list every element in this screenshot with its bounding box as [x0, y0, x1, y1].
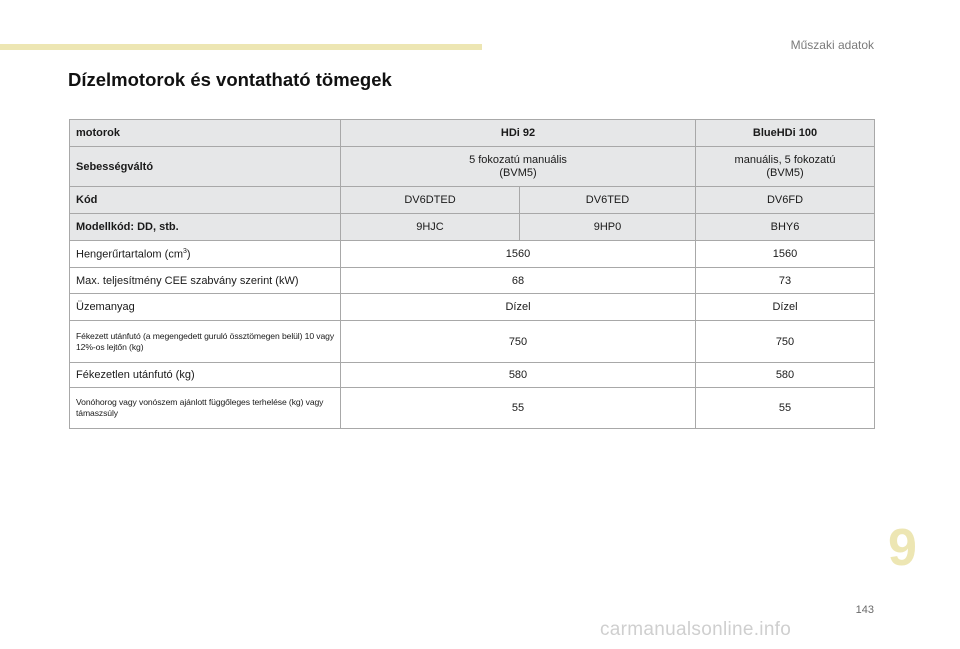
row-label: Üzemanyag: [69, 293, 341, 321]
table-cell: 1560: [340, 240, 696, 268]
row-label: motorok: [69, 119, 341, 147]
page-number: 143: [855, 604, 874, 616]
table-cell: 750: [340, 320, 696, 363]
row-label: Vonóhorog vagy vonószem ajánlott függőle…: [69, 387, 341, 429]
table-cell: 73: [695, 267, 875, 294]
table-cell: BlueHDi 100: [695, 119, 875, 147]
table-cell: 580: [695, 362, 875, 388]
watermark-text: carmanualsonline.info: [600, 619, 792, 640]
spec-table: motorok HDi 92 BlueHDi 100 Sebességváltó…: [69, 119, 875, 429]
row-label: Kód: [69, 186, 341, 214]
table-row: Fékezetlen utánfutó (kg) 580 580: [69, 362, 875, 388]
table-cell: Dízel: [340, 293, 696, 321]
table-cell: 55: [340, 387, 696, 429]
table-row: Modellkód: DD, stb. 9HJC 9HP0 BHY6: [69, 213, 875, 241]
table-cell: DV6DTED: [340, 186, 520, 214]
table-cell: BHY6: [695, 213, 875, 241]
page-title: Dízelmotorok és vontatható tömegek: [68, 69, 392, 90]
table-cell: 580: [340, 362, 696, 388]
table-row: Sebességváltó 5 fokozatú manuális (BVM5)…: [69, 146, 875, 187]
table-row: Vonóhorog vagy vonószem ajánlott függőle…: [69, 387, 875, 429]
table-row: Max. teljesítmény CEE szabvány szerint (…: [69, 267, 875, 294]
row-label: Fékezett utánfutó (a megengedett guruló …: [69, 320, 341, 363]
table-cell: DV6TED: [519, 186, 696, 214]
section-label: Műszaki adatok: [790, 38, 874, 52]
table-cell: 1560: [695, 240, 875, 268]
table-cell: 68: [340, 267, 696, 294]
table-cell: 750: [695, 320, 875, 363]
table-cell: DV6FD: [695, 186, 875, 214]
row-label: Fékezetlen utánfutó (kg): [69, 362, 341, 388]
table-row: Hengerűrtartalom (cm3) 1560 1560: [69, 240, 875, 268]
row-label: Modellkód: DD, stb.: [69, 213, 341, 241]
chapter-number: 9: [888, 519, 917, 577]
table-row: Fékezett utánfutó (a megengedett guruló …: [69, 320, 875, 363]
table-cell: 9HJC: [340, 213, 520, 241]
table-cell: Dízel: [695, 293, 875, 321]
table-cell: HDi 92: [340, 119, 696, 147]
table-cell: 9HP0: [519, 213, 696, 241]
table-row: Kód DV6DTED DV6TED DV6FD: [69, 186, 875, 214]
table-row: motorok HDi 92 BlueHDi 100: [69, 119, 875, 147]
table-cell: 55: [695, 387, 875, 429]
header-accent-bar: [0, 44, 482, 50]
table-row: Üzemanyag Dízel Dízel: [69, 293, 875, 321]
row-label: Hengerűrtartalom (cm3): [69, 240, 341, 268]
row-label: Sebességváltó: [69, 146, 341, 187]
row-label: Max. teljesítmény CEE szabvány szerint (…: [69, 267, 341, 294]
table-cell: manuális, 5 fokozatú (BVM5): [695, 146, 875, 187]
table-cell: 5 fokozatú manuális (BVM5): [340, 146, 696, 187]
